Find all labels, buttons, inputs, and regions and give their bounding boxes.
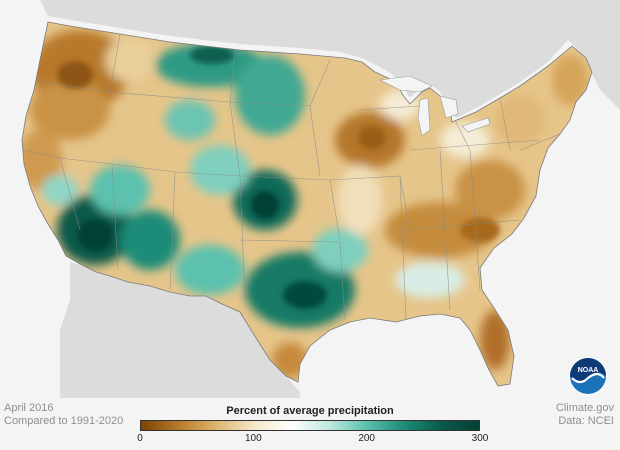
color-legend: Percent of average precipitation 0 100 200… — [137, 405, 488, 445]
lake-erie — [461, 117, 491, 133]
map-svg — [21, 0, 620, 398]
map-period: April 2016 — [4, 402, 54, 414]
lake-superior — [378, 75, 433, 93]
source-text: Data: NCEI — [558, 415, 614, 427]
lake-michigan — [417, 97, 431, 137]
state-boundaries — [23, 33, 561, 321]
legend-color-bar — [140, 420, 480, 431]
noaa-logo: NOAA — [569, 357, 607, 395]
mexico-land — [60, 262, 300, 398]
noaa-logo-text: NOAA — [578, 367, 599, 374]
legend-tick-200: 200 — [358, 433, 375, 444]
legend-tick-100: 100 — [244, 433, 262, 444]
lake-huron — [439, 95, 459, 119]
legend-title: Percent of average precipitation — [226, 405, 394, 417]
map-caption: April 2016 Compared to 1991-2020 — [4, 402, 123, 428]
conus-outline — [21, 21, 593, 387]
canada-land — [30, 0, 620, 118]
map-baseline: Compared to 1991-2020 — [4, 415, 124, 427]
legend-tick-0: 0 — [137, 433, 143, 444]
precipitation-map — [21, 0, 620, 398]
map-credits: Climate.gov Data: NCEI — [556, 402, 614, 428]
credit-text: Climate.gov — [555, 402, 614, 414]
legend-ticks: 0 100 200 300 — [137, 431, 488, 445]
legend-tick-300: 300 — [471, 433, 489, 444]
